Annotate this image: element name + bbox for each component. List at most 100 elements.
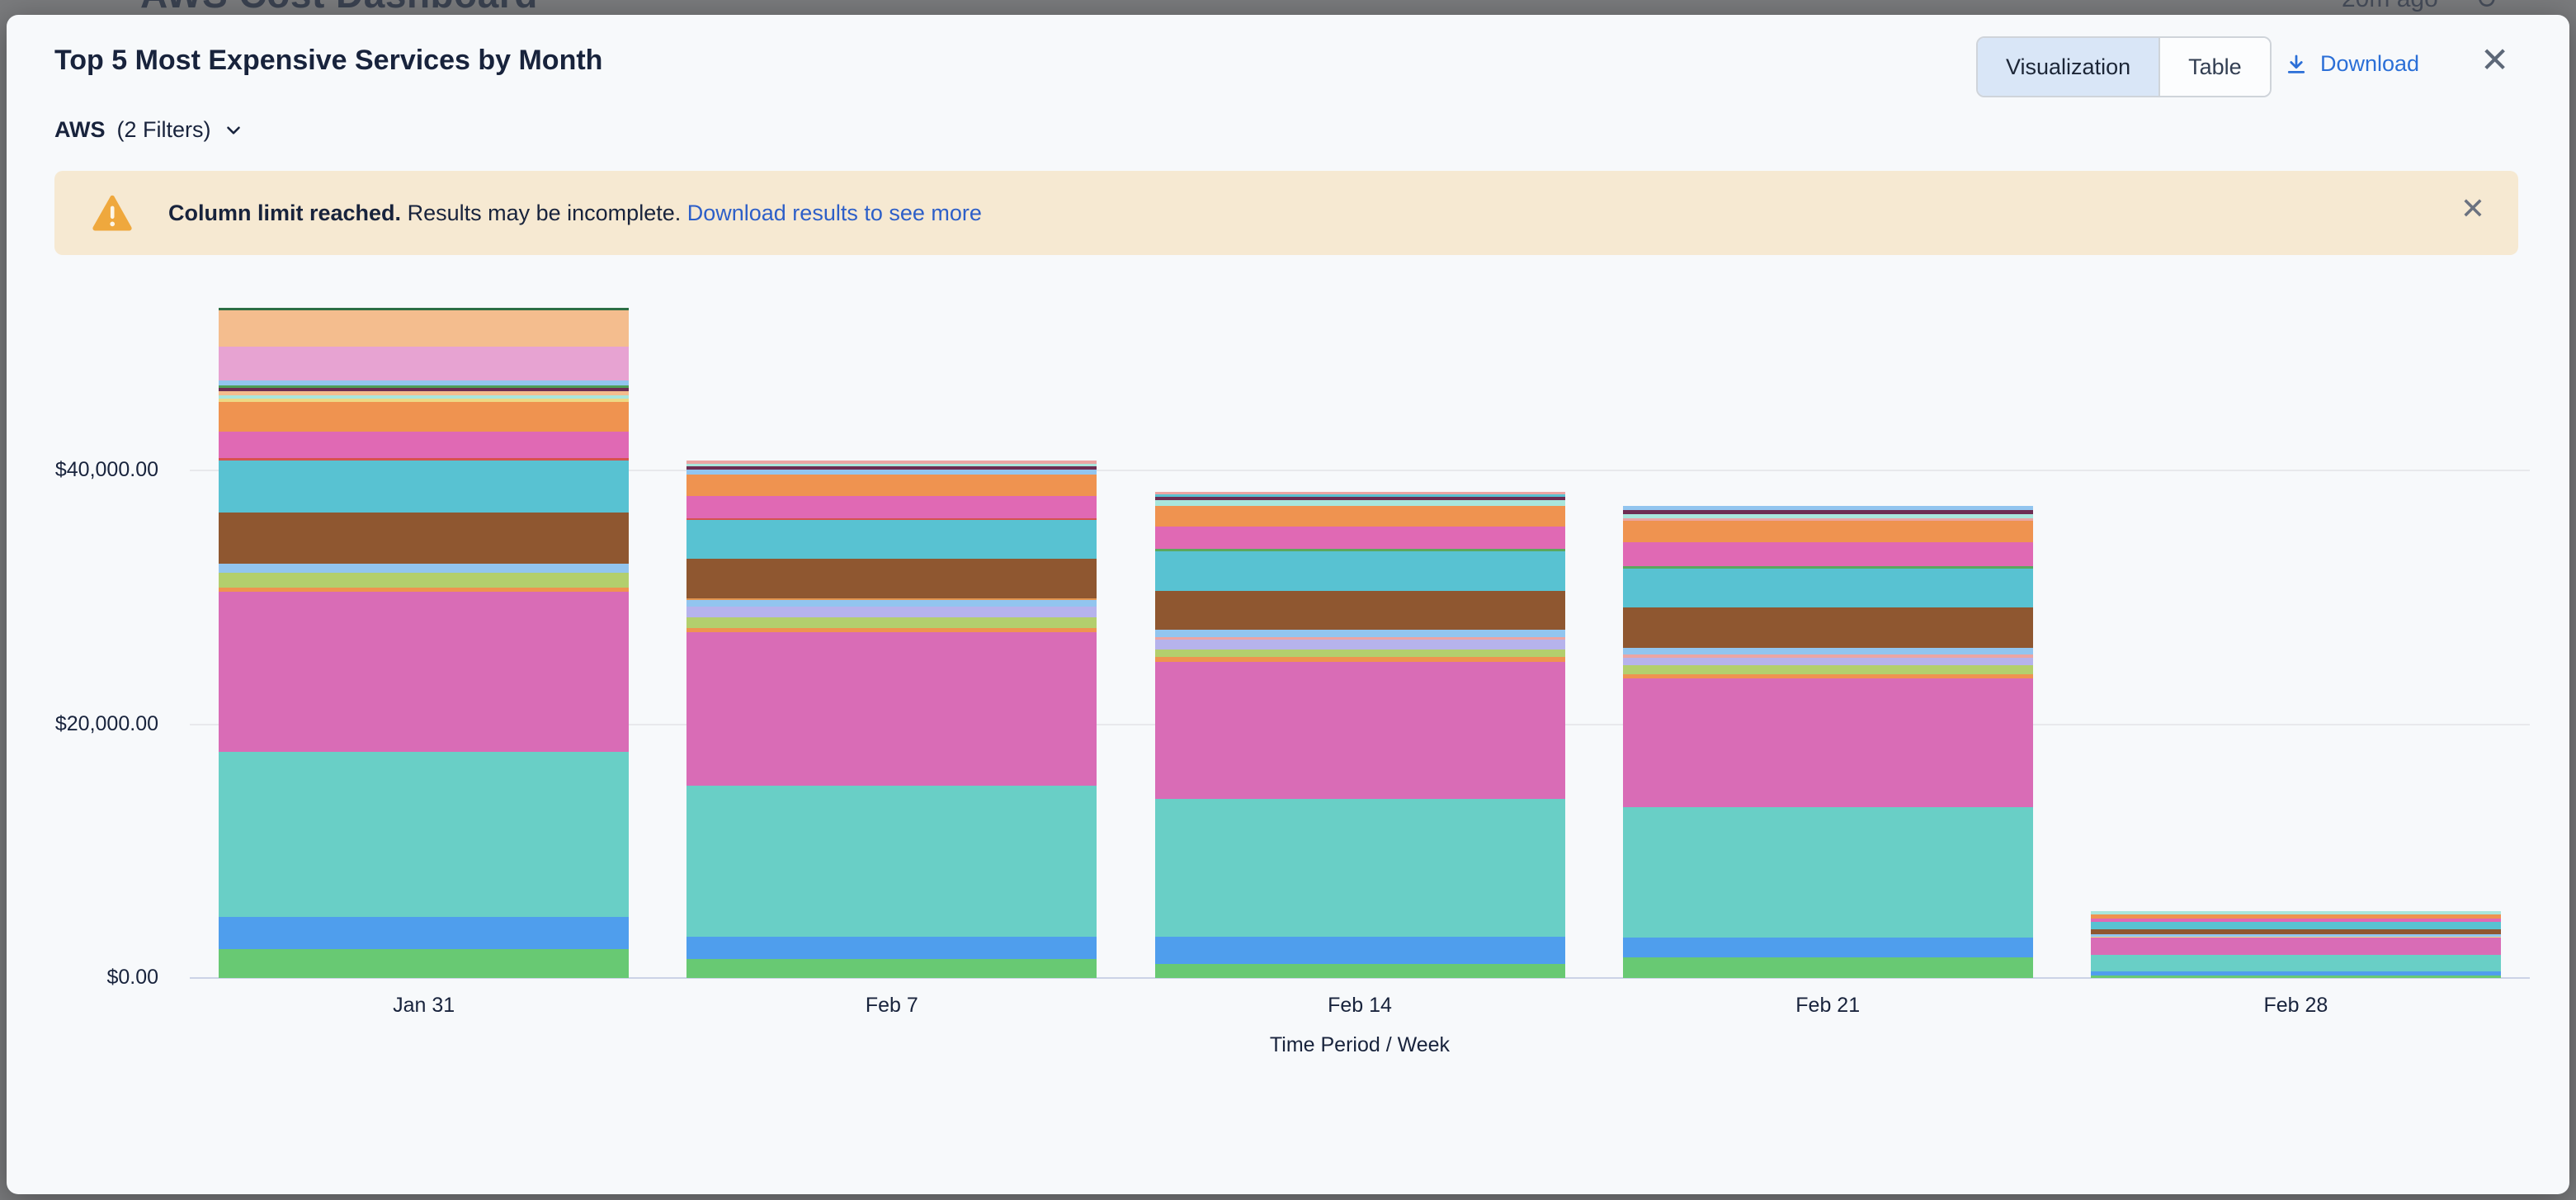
tab-table[interactable]: Table	[2158, 38, 2270, 96]
bar-segment[interactable]	[1154, 639, 1565, 650]
bar-segment[interactable]	[219, 592, 630, 753]
filter-dropdown[interactable]: AWS (2 Filters)	[54, 117, 244, 143]
bar-segment[interactable]	[219, 347, 630, 380]
bar-segment[interactable]	[1622, 569, 2033, 607]
bar-segment[interactable]	[2090, 954, 2501, 971]
bar-segment[interactable]	[1622, 514, 2033, 519]
bar-segment[interactable]	[686, 598, 1097, 601]
bar-segment[interactable]	[219, 399, 630, 402]
bar-segment[interactable]	[1154, 636, 1565, 640]
bar-segment[interactable]	[219, 388, 630, 391]
bar-segment[interactable]	[1154, 649, 1565, 657]
bar-segment[interactable]	[2090, 971, 2501, 976]
bar-segment[interactable]	[1154, 798, 1565, 937]
bar-segment[interactable]	[2090, 936, 2501, 938]
bar-segment[interactable]	[686, 466, 1097, 470]
bar-segment[interactable]	[1154, 551, 1565, 591]
bar-segment[interactable]	[1154, 656, 1565, 662]
banner-close-icon[interactable]: ✕	[2460, 191, 2485, 225]
bar-segment[interactable]	[1154, 629, 1565, 637]
bar-segment[interactable]	[1154, 494, 1565, 497]
bar-slot	[1594, 308, 2062, 978]
bar-segment[interactable]	[219, 310, 630, 347]
bar-segment[interactable]	[1622, 937, 2033, 957]
bar-segment[interactable]	[686, 470, 1097, 475]
bar-segment[interactable]	[1154, 506, 1565, 527]
bar-segment[interactable]	[1622, 607, 2033, 648]
download-button[interactable]: Download	[2284, 51, 2419, 77]
bar-segment[interactable]	[1154, 492, 1565, 494]
stacked-bar-jan-31[interactable]	[219, 308, 630, 978]
bar-segment[interactable]	[1622, 806, 2033, 938]
bar-segment[interactable]	[686, 628, 1097, 633]
bar-segment[interactable]	[2090, 914, 2501, 919]
stacked-bar-feb-21[interactable]	[1622, 506, 2033, 978]
bar-segment[interactable]	[2090, 933, 2501, 937]
stacked-bar-feb-7[interactable]	[686, 461, 1097, 978]
bar-segment[interactable]	[686, 958, 1097, 978]
bar-segment[interactable]	[1154, 527, 1565, 550]
bar-segment[interactable]	[2090, 937, 2501, 955]
bar-segment[interactable]	[2090, 910, 2501, 914]
bar-segment[interactable]	[219, 380, 630, 385]
bar-segment[interactable]	[219, 949, 630, 978]
bar-segment[interactable]	[1622, 957, 2033, 978]
bar-segment[interactable]	[219, 458, 630, 461]
bar-segment[interactable]	[2090, 918, 2501, 922]
bar-segment[interactable]	[219, 308, 630, 311]
bar-segment[interactable]	[1622, 654, 2033, 658]
bar-segment[interactable]	[219, 395, 630, 399]
stacked-bar-feb-28[interactable]	[2090, 910, 2501, 978]
bar-segment[interactable]	[219, 391, 630, 395]
bar-segment[interactable]	[686, 607, 1097, 618]
bar-segment[interactable]	[219, 573, 630, 588]
bar-segment[interactable]	[1622, 510, 2033, 515]
bar-segment[interactable]	[1622, 657, 2033, 665]
bar-segment[interactable]	[219, 588, 630, 593]
bar-segment[interactable]	[686, 475, 1097, 497]
bar-segment[interactable]	[1622, 673, 2033, 678]
bar-segment[interactable]	[686, 617, 1097, 629]
bar-segment[interactable]	[219, 402, 630, 432]
bar-segment[interactable]	[1622, 518, 2033, 522]
bar-segment[interactable]	[686, 632, 1097, 787]
bar-segment[interactable]	[1622, 566, 2033, 569]
bar-segment[interactable]	[219, 564, 630, 573]
bar-segment[interactable]	[2090, 976, 2501, 978]
stacked-bar-feb-14[interactable]	[1154, 492, 1565, 978]
bar-segment[interactable]	[1154, 497, 1565, 500]
bar-segment[interactable]	[2090, 928, 2501, 934]
bar-segment[interactable]	[686, 518, 1097, 521]
bar-segment[interactable]	[686, 559, 1097, 599]
bar-segment[interactable]	[1154, 963, 1565, 978]
bar-segment[interactable]	[1622, 678, 2033, 807]
bar-segment[interactable]	[219, 752, 630, 918]
bar-segment[interactable]	[219, 917, 630, 950]
bar-segment[interactable]	[219, 385, 630, 388]
bar-segment[interactable]	[1622, 647, 2033, 654]
bar-segment[interactable]	[686, 464, 1097, 467]
x-tick-feb-14: Feb 14	[1328, 994, 1392, 1017]
bar-segment[interactable]	[686, 520, 1097, 560]
bar-segment[interactable]	[686, 461, 1097, 465]
tab-visualization[interactable]: Visualization	[1978, 38, 2159, 96]
modal-close-icon[interactable]: ✕	[2480, 40, 2510, 79]
bar-segment[interactable]	[1622, 542, 2033, 567]
bar-segment[interactable]	[1154, 549, 1565, 552]
bar-segment[interactable]	[686, 936, 1097, 959]
bar-segment[interactable]	[686, 786, 1097, 937]
bar-segment[interactable]	[1154, 500, 1565, 506]
bar-segment[interactable]	[219, 461, 630, 513]
bar-segment[interactable]	[1154, 661, 1565, 799]
bar-segment[interactable]	[219, 513, 630, 564]
download-results-link[interactable]: Download results to see more	[686, 200, 982, 225]
bar-segment[interactable]	[1154, 936, 1565, 964]
bar-segment[interactable]	[686, 600, 1097, 607]
bar-segment[interactable]	[1622, 664, 2033, 674]
bar-segment[interactable]	[1622, 521, 2033, 543]
bar-segment[interactable]	[1154, 591, 1565, 630]
bar-segment[interactable]	[219, 432, 630, 459]
bar-segment[interactable]	[2090, 921, 2501, 929]
bar-segment[interactable]	[686, 496, 1097, 519]
bar-segment[interactable]	[1622, 506, 2033, 511]
